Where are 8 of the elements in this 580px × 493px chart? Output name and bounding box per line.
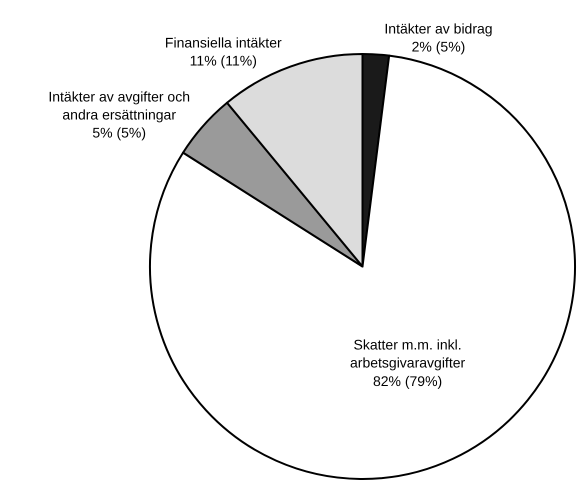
data-label: 5% (5%) xyxy=(92,124,146,141)
slice-label: Intäkter av bidrag xyxy=(384,20,493,36)
slice-label: Intäkter av avgifter och andra ersättningar xyxy=(48,88,190,123)
data-label: 2% (5%) xyxy=(412,38,466,54)
slice-label: Skatter m.m. inkl. arbetsgivaravgifter xyxy=(350,336,466,371)
slice-label: Finansiella intäkter xyxy=(164,34,282,50)
data-label: 11% (11%) xyxy=(190,52,257,69)
data-label: 82% (79%) xyxy=(372,372,442,389)
